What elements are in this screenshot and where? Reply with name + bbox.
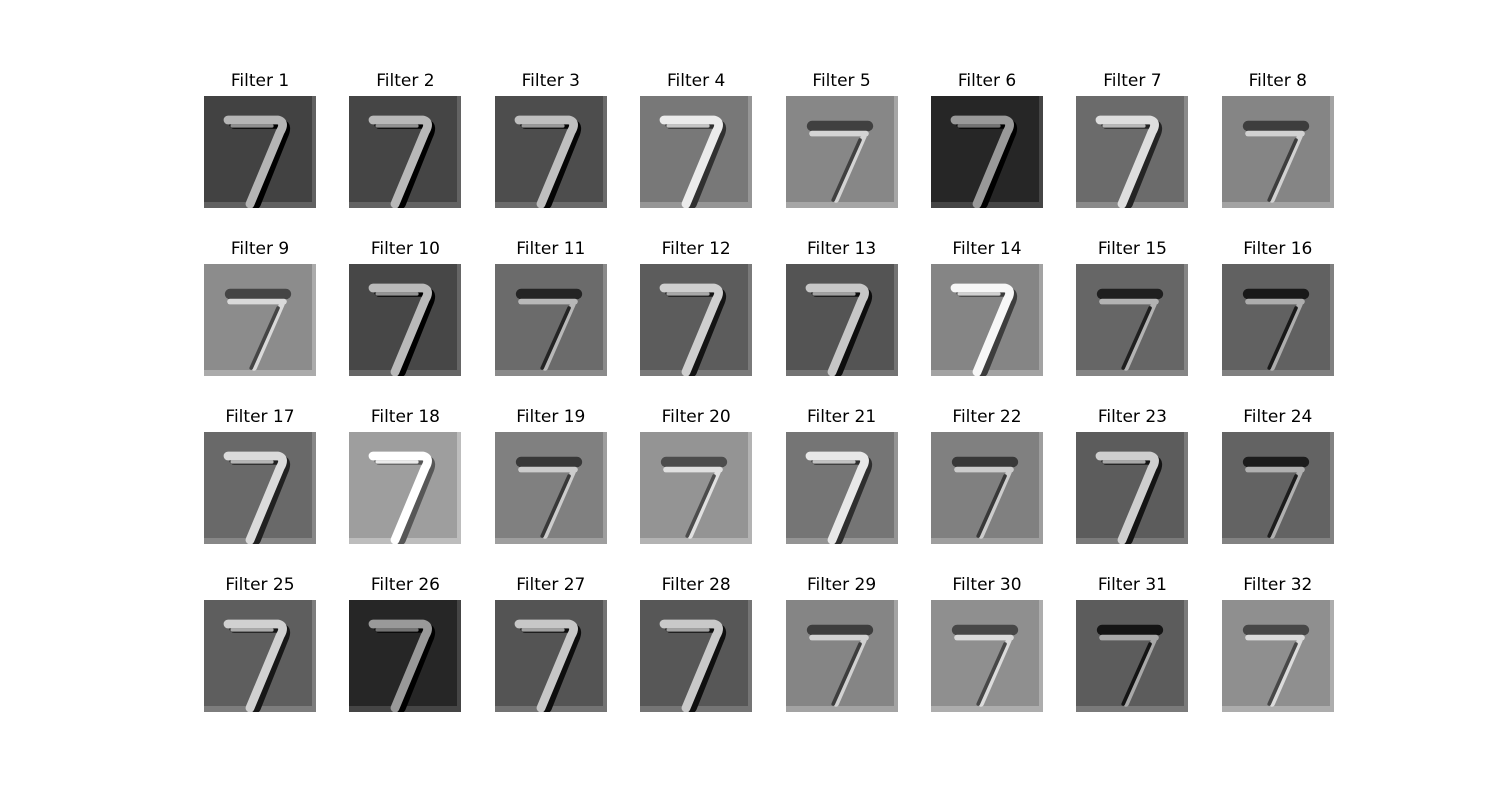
feature-map-image <box>349 264 462 376</box>
feature-map-image <box>494 600 607 712</box>
filter-title: Filter 17 <box>225 407 295 427</box>
feature-map-image <box>1221 96 1334 208</box>
feature-map-image <box>204 432 316 544</box>
feature-map-image <box>931 432 1043 544</box>
feature-map-image <box>349 600 462 712</box>
filter-title: Filter 27 <box>516 575 586 595</box>
filter-title: Filter 2 <box>376 71 435 91</box>
filter-title: Filter 6 <box>957 71 1017 91</box>
filter-title: Filter 22 <box>952 407 1022 427</box>
feature-map-image <box>494 264 607 376</box>
feature-map-image <box>204 600 316 712</box>
feature-map-image <box>785 264 898 376</box>
feature-map-image <box>1076 600 1189 712</box>
filter-title: Filter 12 <box>661 239 731 259</box>
filter-title: Filter 8 <box>1248 71 1307 91</box>
feature-map-image <box>931 96 1043 208</box>
filter-title: Filter 25 <box>225 575 295 595</box>
filter-title: Filter 23 <box>1097 407 1167 427</box>
feature-map-image <box>1221 432 1334 544</box>
feature-map-image <box>204 96 316 208</box>
feature-map-image <box>204 264 316 376</box>
feature-map-image <box>640 432 753 544</box>
filter-title: Filter 16 <box>1243 239 1313 259</box>
filter-title: Filter 19 <box>516 407 586 427</box>
filter-title: Filter 1 <box>230 71 290 91</box>
feature-map-image <box>931 264 1043 376</box>
feature-map-image <box>494 432 607 544</box>
filter-title: Filter 24 <box>1243 407 1313 427</box>
feature-map-image <box>1076 96 1189 208</box>
filter-title: Filter 3 <box>521 71 580 91</box>
filter-title: Filter 20 <box>661 407 731 427</box>
filter-title: Filter 7 <box>1103 71 1162 91</box>
feature-map-image <box>1076 432 1189 544</box>
filter-title: Filter 10 <box>370 239 440 259</box>
filter-title: Filter 18 <box>370 407 440 427</box>
feature-map-image <box>1076 264 1189 376</box>
filter-title: Filter 30 <box>952 575 1022 595</box>
feature-map-image <box>349 96 462 208</box>
filter-title: Filter 4 <box>667 71 726 91</box>
filter-title: Filter 28 <box>661 575 731 595</box>
filter-title: Filter 21 <box>807 407 877 427</box>
filter-title: Filter 5 <box>812 71 871 91</box>
filter-title: Filter 11 <box>516 239 586 259</box>
feature-map-image <box>640 264 753 376</box>
filter-title: Filter 29 <box>807 575 877 595</box>
filter-title: Filter 15 <box>1097 239 1167 259</box>
filter-title: Filter 26 <box>370 575 440 595</box>
feature-map-image <box>785 600 898 712</box>
feature-map-image <box>640 600 753 712</box>
filter-title: Filter 14 <box>952 239 1022 259</box>
filter-title: Filter 9 <box>230 239 290 259</box>
feature-map-image <box>785 96 898 208</box>
feature-map-image <box>1221 600 1334 712</box>
feature-map-image <box>1221 264 1334 376</box>
feature-map-image <box>931 600 1043 712</box>
feature-map-image <box>349 432 462 544</box>
filter-title: Filter 32 <box>1243 575 1313 595</box>
feature-map-image <box>785 432 898 544</box>
feature-map-image <box>494 96 607 208</box>
filter-title: Filter 31 <box>1097 575 1167 595</box>
feature-map-image <box>640 96 753 208</box>
filter-title: Filter 13 <box>807 239 877 259</box>
